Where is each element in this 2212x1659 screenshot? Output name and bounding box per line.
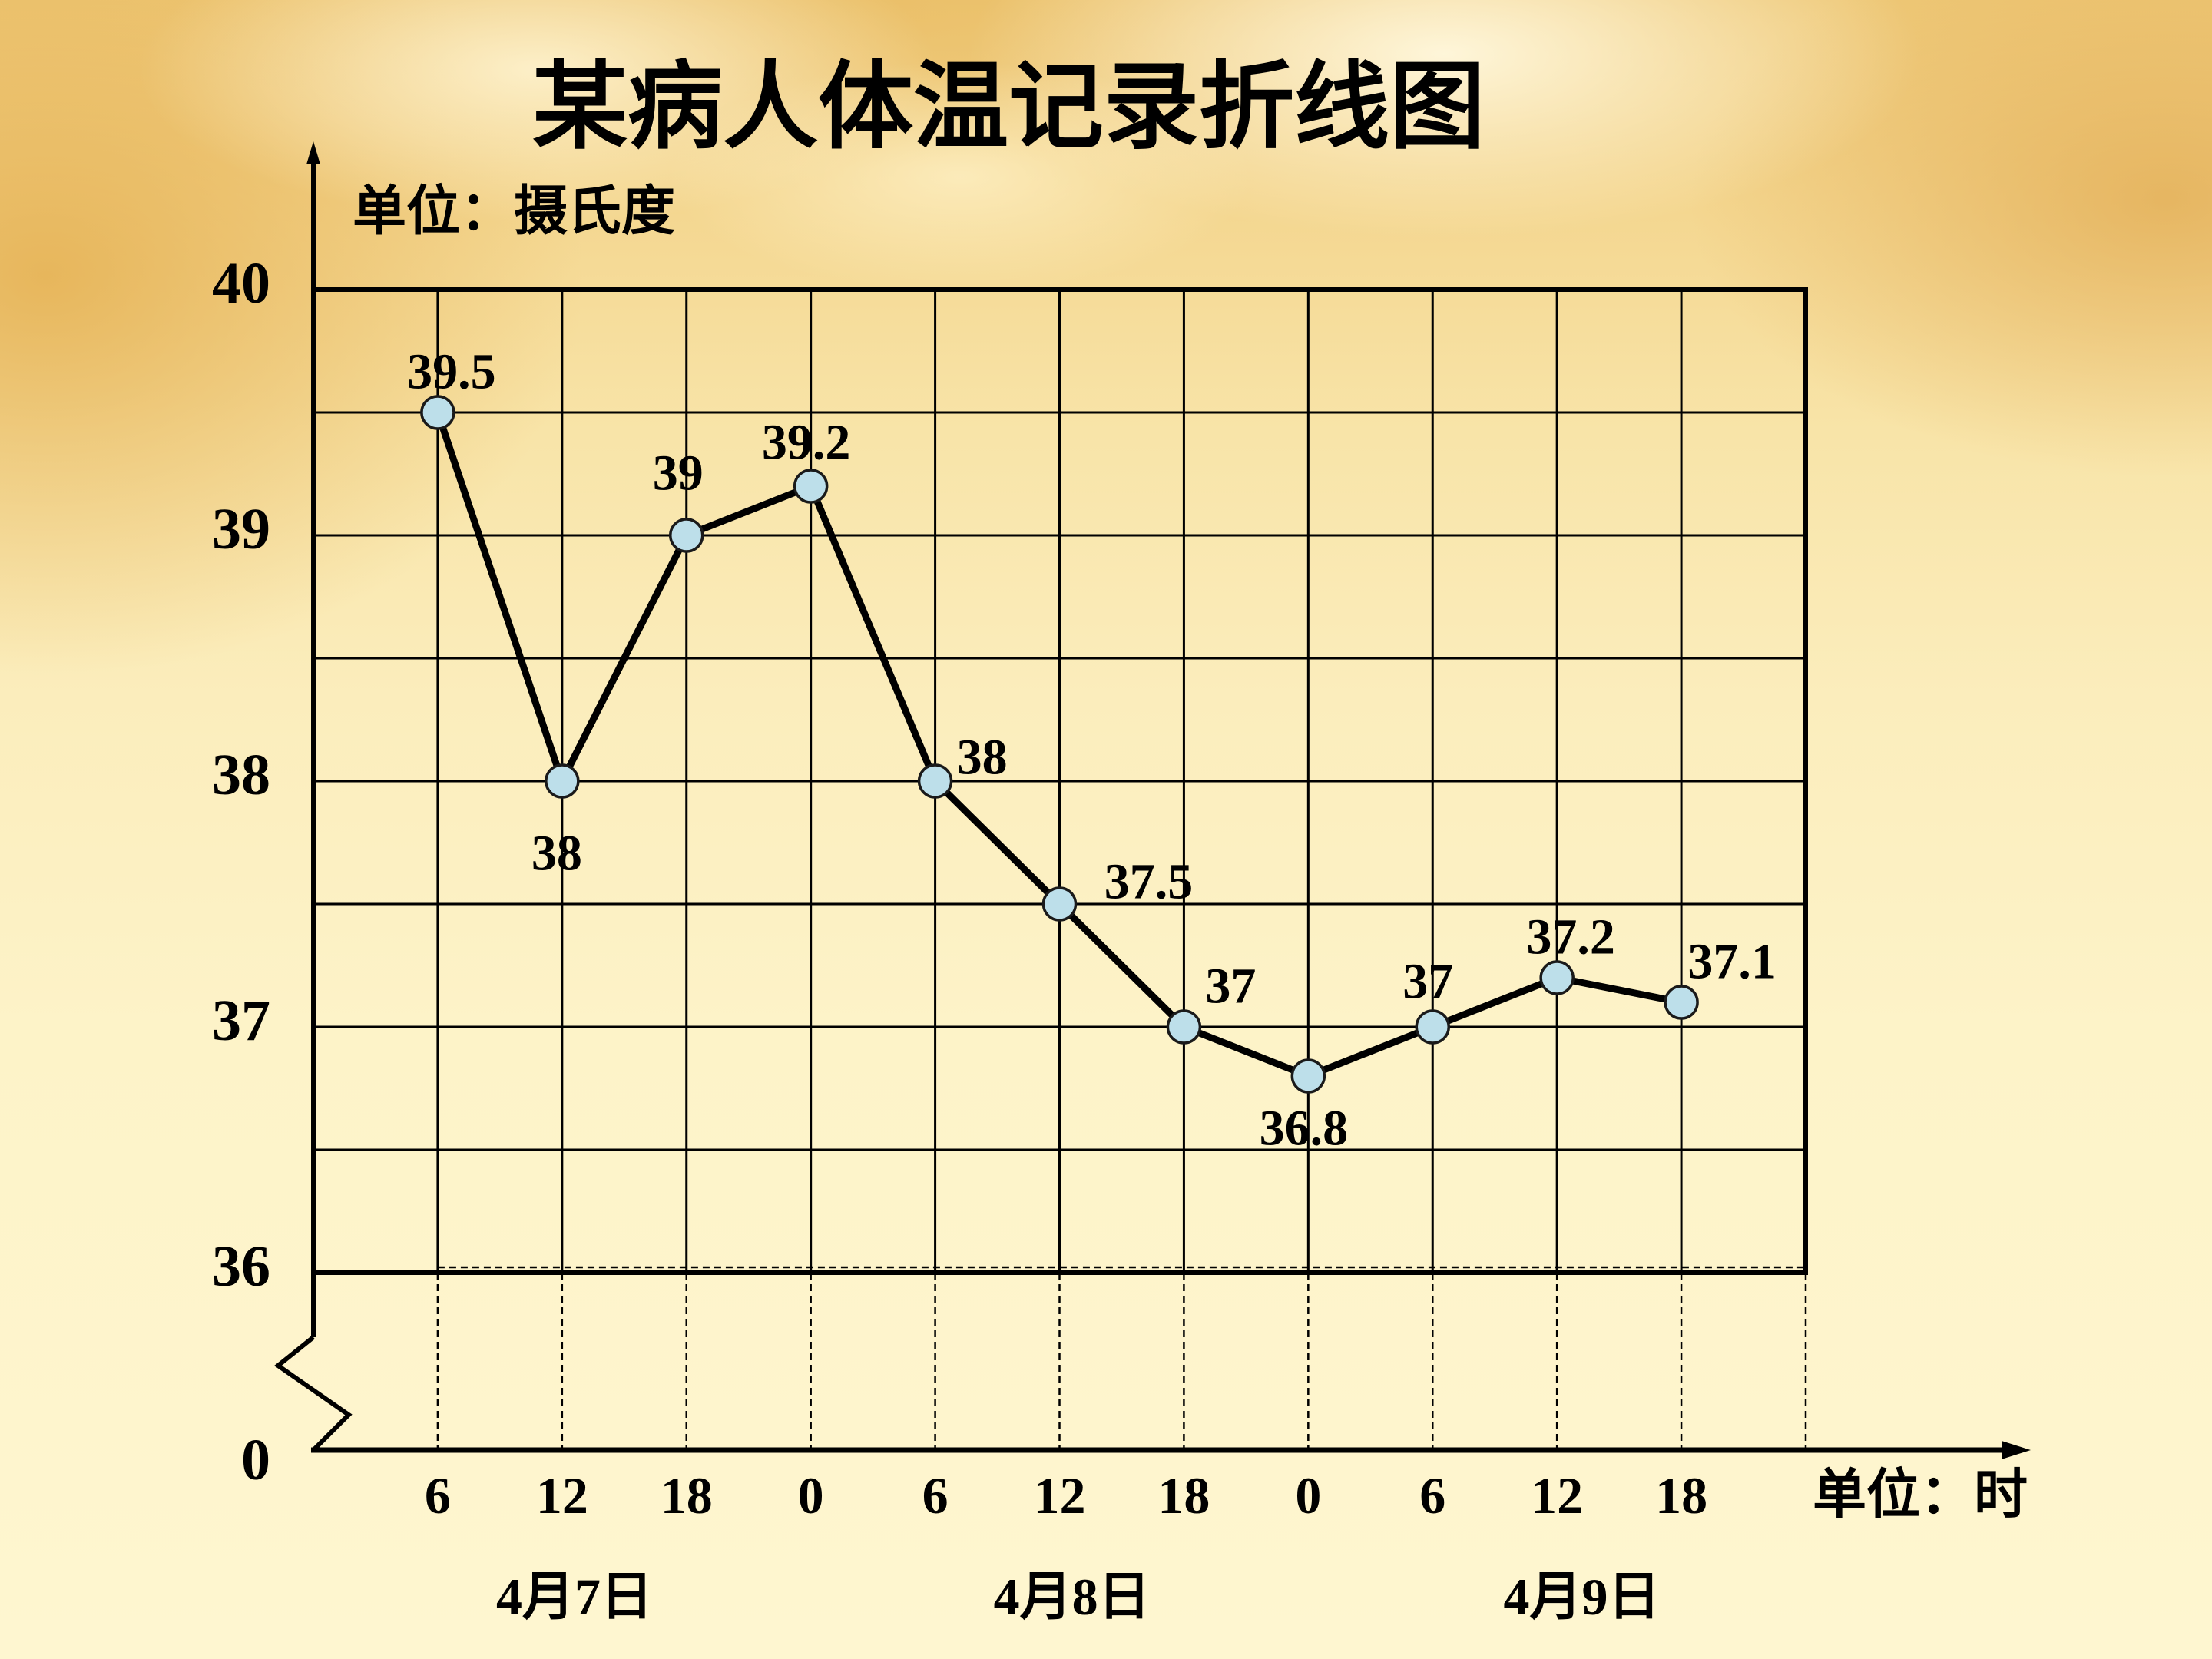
x-tick-label: 12: [1034, 1466, 1086, 1525]
x-tick-label: 0: [1295, 1466, 1321, 1525]
y-tick-labels: 40 39 38 37 36: [212, 251, 270, 1299]
x-tick-label: 18: [1655, 1466, 1707, 1525]
x-tick-label: 6: [1419, 1466, 1445, 1525]
y-tick-label: 37: [212, 988, 270, 1053]
data-label: 37.5: [1104, 854, 1194, 910]
guide-lines: [436, 1266, 1807, 1450]
data-point: [1041, 886, 1078, 922]
data-points: [420, 395, 1699, 1094]
data-label: 37.1: [1687, 934, 1777, 990]
data-point: [793, 469, 829, 504]
data-label: 38: [531, 826, 582, 882]
data-point: [545, 763, 580, 799]
x-tick-label: 6: [425, 1466, 451, 1525]
data-point: [1664, 985, 1699, 1020]
x-tick-label: 18: [661, 1466, 713, 1525]
data-label: 39.2: [762, 415, 851, 471]
x-tick-labels: 6 12 18 0 6 12 18 0 6 12 18: [425, 1466, 1707, 1525]
data-label: 39.5: [407, 344, 496, 400]
day-label: 4月8日: [994, 1568, 1151, 1626]
x-axis-arrow: [2002, 1441, 2031, 1459]
data-label: 37: [1402, 954, 1453, 1010]
day-labels: 4月7日 4月8日 4月9日: [496, 1568, 1661, 1626]
data-label: 36.8: [1260, 1101, 1349, 1157]
y-axis-unit-label: 单位：摄氏度: [353, 182, 675, 242]
y-axis-arrow: [306, 141, 320, 164]
x-tick-label: 12: [536, 1466, 588, 1525]
data-label: 39: [653, 445, 704, 502]
x-tick-label: 12: [1531, 1466, 1583, 1525]
x-tick-label: 6: [922, 1466, 949, 1525]
data-label: 37: [1205, 959, 1256, 1015]
x-axis-unit-label: 单位：时: [1813, 1465, 2028, 1525]
y-origin-label: 0: [241, 1428, 270, 1492]
data-point: [420, 395, 455, 430]
x-tick-label: 0: [798, 1466, 824, 1525]
data-point: [917, 763, 953, 799]
data-label: 37.2: [1526, 909, 1615, 965]
grid: [313, 287, 1808, 1275]
data-point: [669, 518, 704, 553]
data-point: [1290, 1058, 1326, 1094]
data-label: 38: [957, 730, 1008, 786]
y-tick-label: 39: [212, 497, 270, 561]
chart-title: 某病人体温记录折线图: [532, 55, 1485, 161]
data-point: [1539, 960, 1575, 995]
y-tick-label: 36: [212, 1234, 270, 1299]
day-label: 4月9日: [1504, 1568, 1661, 1626]
y-tick-label: 38: [212, 743, 270, 807]
y-axis-break: [273, 1335, 353, 1452]
data-point: [1415, 1009, 1450, 1045]
x-tick-label: 18: [1157, 1466, 1210, 1525]
y-tick-label: 40: [212, 251, 270, 316]
data-point: [1166, 1009, 1202, 1045]
day-label: 4月7日: [496, 1568, 653, 1626]
